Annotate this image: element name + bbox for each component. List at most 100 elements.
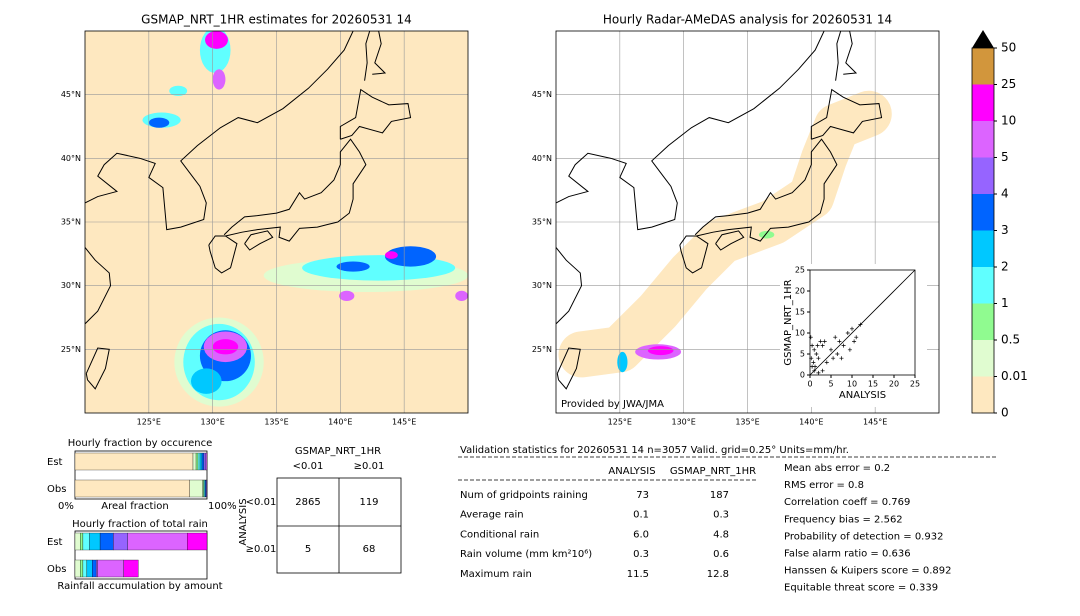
map-title: GSMAP_NRT_1HR estimates for 20260531 14 (141, 13, 412, 27)
scatter-point (809, 356, 814, 361)
x-tick-label: 5 (828, 380, 833, 389)
rain-area (455, 290, 468, 301)
colorbar-extend (972, 30, 994, 48)
scatter-point (816, 356, 821, 361)
stats-value: 73 (636, 490, 649, 501)
fraction-segment (74, 479, 190, 498)
scatter-point (852, 339, 857, 344)
rain-area (647, 346, 674, 356)
y-tick-label: 30°N (532, 281, 552, 290)
x-tick-label: 125°E (608, 418, 632, 427)
scatter-point (837, 339, 842, 344)
scatter-point (810, 343, 815, 348)
stats-label: Num of gridpoints raining (460, 490, 588, 501)
colorbar-swatch (972, 84, 994, 121)
score: Equitable threat score = 0.339 (784, 583, 938, 594)
y-tick-label: 35°N (61, 218, 81, 227)
stats-label: Conditional rain (460, 529, 539, 540)
x-tick-label: 135°E (735, 418, 759, 427)
coastline (364, 31, 387, 81)
y-tick-label: 10 (795, 329, 805, 338)
fraction-segment (92, 559, 97, 578)
coastline (810, 88, 883, 140)
axis-label: 0% (58, 501, 74, 512)
fraction-segment (192, 452, 197, 471)
y-tick-label: 25°N (61, 345, 81, 354)
scatter-point (822, 339, 827, 344)
scatter-point (839, 356, 844, 361)
axis-label: ANALYSIS (238, 498, 249, 545)
coastline (339, 88, 412, 140)
fraction-segment (97, 559, 124, 578)
score: RMS error = 0.8 (784, 480, 864, 491)
y-tick-label: 45°N (532, 90, 552, 99)
stats-value: 6.0 (633, 529, 649, 540)
coastline (556, 247, 583, 325)
colorbar-label: 50 (1001, 41, 1016, 55)
coastline (85, 31, 354, 231)
row-label: Obs (47, 484, 66, 495)
x-axis-label: ANALYSIS (839, 390, 886, 401)
colorbar-label: 2 (1001, 260, 1009, 274)
table-cell: 119 (359, 497, 378, 508)
fraction-segment (89, 532, 101, 551)
scatter-point (811, 360, 816, 365)
colorbar-label: 4 (1001, 187, 1009, 201)
colorbar-swatch (972, 121, 994, 158)
diagonal (809, 269, 916, 376)
scatter-point (813, 364, 818, 369)
x-tick-label: 145°E (863, 418, 887, 427)
coastline (85, 347, 110, 390)
fraction-segment (199, 452, 203, 471)
coastline (208, 235, 238, 274)
panel-title: Hourly fraction by occurence (68, 438, 212, 449)
rain-area (385, 246, 437, 267)
fraction-segment (82, 559, 88, 578)
axis-label: Areal fraction (101, 501, 168, 512)
coastline (85, 247, 112, 325)
map-inner (556, 31, 939, 413)
fraction-segment (113, 532, 128, 551)
fraction-segment (205, 452, 208, 471)
fraction-segment (74, 532, 81, 551)
rain-area (385, 251, 398, 259)
stats-value: 4.8 (713, 529, 729, 540)
x-tick-label: 145°E (392, 418, 416, 427)
x-tick-label: 130°E (672, 418, 696, 427)
y-tick-label: 20 (795, 287, 805, 296)
coastline (556, 31, 825, 231)
fraction-segment (86, 559, 93, 578)
colorbar-label: 25 (1001, 77, 1016, 91)
rain-area (339, 290, 355, 301)
table-title: GSMAP_NRT_1HR (295, 446, 381, 457)
colorbar-swatch (972, 230, 994, 267)
fraction-segment (123, 559, 139, 578)
fraction-segment (187, 532, 208, 551)
stats-label: Maximum rain (460, 569, 532, 580)
score: Correlation coeff = 0.769 (784, 497, 910, 508)
x-tick-label: 130°E (201, 418, 225, 427)
map-frame (84, 30, 469, 414)
y-tick-label: 5 (800, 350, 805, 359)
axis-label: 100% (208, 501, 237, 512)
colorbar-swatch (972, 340, 994, 377)
stats-value: 0.1 (633, 510, 649, 521)
y-tick-label: 35°N (532, 218, 552, 227)
stats-value: 12.8 (707, 569, 729, 580)
y-tick-label: 40°N (61, 154, 81, 163)
coastline (223, 138, 367, 242)
y-tick-label: 45°N (61, 90, 81, 99)
rain-area (617, 351, 628, 373)
colorbar-swatch (972, 267, 994, 304)
x-tick-label: 140°E (799, 418, 823, 427)
colorbar-swatch (972, 48, 994, 85)
colorbar-swatch (972, 303, 994, 340)
scatter-point (812, 368, 817, 373)
fraction-segment (99, 532, 114, 551)
fraction-segment (95, 559, 98, 578)
stats-label: Average rain (460, 510, 524, 521)
score: Probability of detection = 0.932 (784, 531, 943, 542)
scatter-point (829, 347, 833, 352)
score: Mean abs error = 0.2 (784, 463, 890, 474)
